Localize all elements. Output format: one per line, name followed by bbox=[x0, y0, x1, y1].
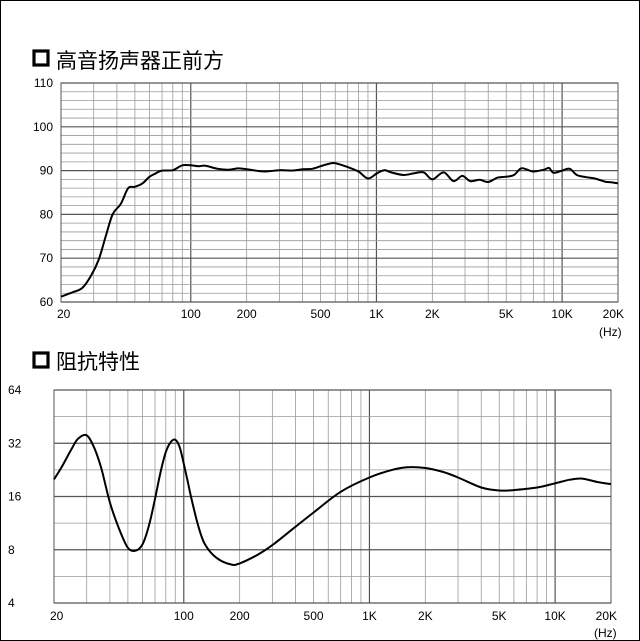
chart2-x-tick-label: 10K bbox=[544, 609, 565, 623]
chart1-x-tick-label: 200 bbox=[237, 307, 257, 321]
chart2-x-unit: (Hz) bbox=[594, 626, 617, 640]
chart1-y-tick-label: 100 bbox=[33, 120, 53, 134]
chart1-plot: 60 70 80 90 100 110 20 100 200 500 1K 2K 5K 10K 20K bbox=[33, 76, 624, 321]
chart2-x-tick-label: 200 bbox=[230, 609, 250, 623]
chart2-x-tick-label: 100 bbox=[174, 609, 194, 623]
chart2-title: 阻抗特性 bbox=[56, 350, 140, 374]
chart1-series-line bbox=[60, 162, 619, 298]
chart2-title-group: 阻抗特性 bbox=[32, 350, 140, 374]
chart1-x-unit: (Hz) bbox=[599, 325, 622, 339]
chart2-y-tick-label: 32 bbox=[8, 436, 22, 450]
chart2-y-tick-label: 16 bbox=[8, 490, 22, 504]
chart2-border bbox=[53, 389, 612, 604]
chart2-title-marker bbox=[32, 351, 50, 369]
chart1-title: 高音扬声器正前方 bbox=[56, 49, 224, 73]
chart1-y-tick-label: 70 bbox=[40, 251, 54, 265]
chart1-y-tick-label: 60 bbox=[40, 295, 54, 309]
chart1-x-tick-label: 1K bbox=[369, 307, 384, 321]
chart2-x-tick-label: 1K bbox=[362, 609, 377, 623]
chart1-x-tick-label: 20K bbox=[603, 307, 624, 321]
chart2-y-tick-label: 8 bbox=[8, 543, 15, 557]
chart1-border bbox=[60, 82, 619, 303]
chart1-title-group: 高音扬声器正前方 bbox=[32, 49, 224, 73]
chart1-y-tick-label: 90 bbox=[40, 164, 54, 178]
chart2-x-tick-label: 5K bbox=[492, 609, 507, 623]
chart2-y-tick-label: 64 bbox=[8, 383, 22, 397]
chart2-plot: 4 8 16 32 64 20 100 200 500 1K 2K 5K 10K 20K bbox=[8, 383, 617, 623]
chart2-x-tick-label: 20K bbox=[596, 609, 617, 623]
chart2-x-tick-label: 500 bbox=[304, 609, 324, 623]
chart1-y-tick-label: 110 bbox=[34, 76, 53, 90]
chart2-series-line bbox=[53, 433, 612, 567]
chart2-y-tick-label: 4 bbox=[8, 596, 15, 610]
chart1-x-tick-label: 10K bbox=[551, 307, 572, 321]
chart1-x-tick-label: 20 bbox=[57, 307, 71, 321]
chart1-title-marker bbox=[32, 49, 50, 67]
chart2-x-tick-label: 20 bbox=[50, 609, 64, 623]
chart2-x-tick-label: 2K bbox=[418, 609, 433, 623]
chart1-grid bbox=[61, 82, 618, 303]
chart1-x-tick-label: 500 bbox=[311, 307, 331, 321]
chart1-x-tick-label: 2K bbox=[425, 307, 440, 321]
chart1-x-tick-label: 100 bbox=[181, 307, 201, 321]
chart1-y-tick-label: 80 bbox=[40, 207, 54, 221]
chart1-x-tick-label: 5K bbox=[499, 307, 514, 321]
